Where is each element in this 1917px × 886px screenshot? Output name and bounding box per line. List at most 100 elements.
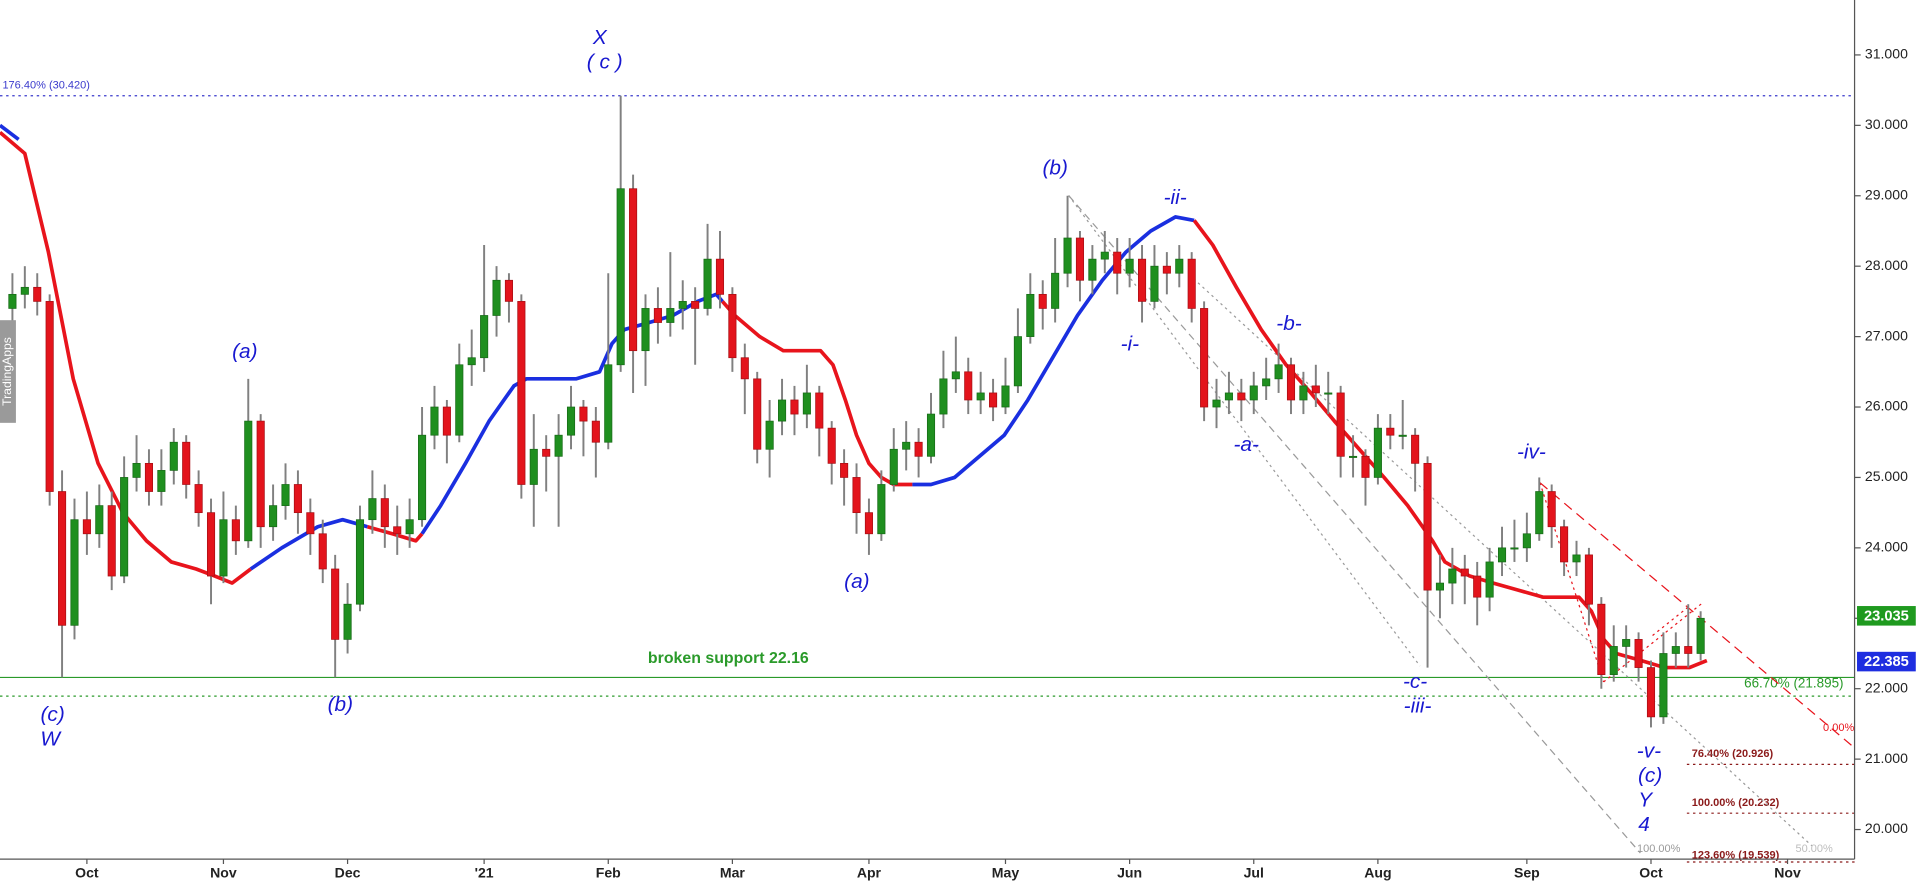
price-tag: [1857, 606, 1916, 626]
wave-label: (c): [41, 703, 65, 726]
price-tag-label: 23.035: [1864, 608, 1909, 624]
wave-label: -v-: [1637, 740, 1661, 763]
ma-line: [0, 130, 252, 585]
candle-body: [1013, 336, 1022, 387]
ma-line: [249, 517, 368, 571]
candle-body: [1100, 251, 1109, 260]
channel-line: [1539, 482, 1605, 683]
wave-label: (b): [1042, 157, 1067, 180]
candle-body: [790, 399, 799, 415]
candle-body: [1162, 265, 1171, 274]
candle-body: [1423, 462, 1432, 591]
x-tick-label: Apr: [857, 865, 882, 881]
level-label: broken support 22.16: [648, 650, 809, 667]
candle-body: [653, 308, 662, 323]
candle-body: [604, 364, 613, 443]
candle-body: [1187, 258, 1196, 309]
candle-body: [641, 308, 650, 352]
candle-body: [678, 301, 687, 309]
wave-label: Y: [1638, 789, 1654, 812]
candle-body: [939, 378, 948, 415]
candle-body: [293, 484, 302, 514]
candle-body: [579, 406, 588, 422]
candle-body: [542, 448, 551, 457]
candle-body: [715, 258, 725, 295]
candle-body: [666, 308, 675, 323]
candle-body: [1435, 582, 1444, 591]
candle-body: [976, 392, 985, 401]
candle-body: [1001, 385, 1010, 408]
candle-body: [1560, 526, 1569, 563]
y-tick-label: 29.000: [1865, 186, 1908, 202]
y-tick-label: 20.000: [1865, 820, 1908, 836]
candle-body: [1175, 258, 1184, 274]
candle-body: [1460, 568, 1469, 577]
candle-body: [691, 301, 700, 309]
annotation: 50.00%: [1796, 843, 1834, 855]
wave-label: (a): [232, 340, 257, 363]
candle-body: [1249, 385, 1258, 401]
candle-body: [1547, 491, 1556, 528]
candle-body: [1237, 392, 1246, 401]
candle-body: [331, 568, 340, 640]
ma-line: [912, 215, 1195, 487]
candle-body: [194, 484, 203, 514]
candle-body: [1609, 646, 1618, 675]
candle-body: [815, 392, 824, 429]
moving-average: [0, 123, 1708, 670]
candle-body: [144, 462, 154, 492]
x-tick-label: Aug: [1364, 865, 1391, 881]
wave-label: ( c ): [587, 50, 623, 73]
level-label: 176.40% (30.420): [2, 79, 90, 91]
candle-body: [1411, 434, 1420, 464]
candle-body: [467, 357, 476, 366]
candle-body: [405, 519, 414, 535]
candle-body: [1299, 385, 1308, 401]
candle-body: [256, 420, 265, 528]
candle-body: [70, 519, 79, 626]
trendline: [1193, 278, 1813, 847]
candle-body: [169, 441, 178, 471]
candle-body: [1212, 399, 1221, 408]
wave-label: (a): [844, 570, 869, 593]
candle-body: [58, 491, 67, 626]
candle-body: [1063, 237, 1072, 274]
x-tick-label: Oct: [1639, 865, 1663, 881]
levels: 176.40% (30.420) broken support 22.16 66.7…: [0, 79, 1855, 863]
price-tag-label: 22.385: [1864, 654, 1909, 670]
candle-body: [1485, 561, 1494, 598]
candle-body: [517, 301, 526, 485]
wave-label: -iii-: [1404, 694, 1432, 717]
candle-body: [132, 462, 141, 478]
x-tick-label: Dec: [335, 865, 361, 881]
candle-body: [95, 505, 104, 535]
candle-body: [1324, 392, 1333, 395]
candle-body: [281, 484, 290, 506]
candle-body: [1336, 392, 1345, 457]
candle-body: [1659, 653, 1668, 718]
candle-body: [740, 357, 749, 380]
wave-label: -c-: [1403, 670, 1427, 693]
candle-body: [504, 279, 513, 302]
candle-body: [902, 441, 911, 450]
candle-body: [82, 519, 91, 535]
candle-body: [1075, 237, 1085, 281]
candle-body: [840, 462, 849, 478]
candle-body: [306, 512, 315, 535]
candle-body: [107, 505, 116, 577]
candle-body: [1684, 646, 1693, 654]
wave-labels: X ( c ) (a) (c) W (b) (a) (b) -ii- -i- -…: [40, 26, 1662, 836]
candle-body: [231, 519, 240, 542]
y-tick-label: 27.000: [1865, 327, 1908, 343]
level-label: 76.40% (20.926): [1692, 748, 1774, 760]
trendline: [1068, 195, 1421, 667]
candle-body: [20, 286, 29, 295]
candle-body: [629, 188, 638, 352]
x-tick-label: Jun: [1117, 865, 1142, 881]
candle-body: [914, 441, 923, 457]
candle-body: [1038, 293, 1047, 309]
candle-body: [1262, 378, 1271, 387]
annotation: 100.00%: [1637, 843, 1681, 855]
